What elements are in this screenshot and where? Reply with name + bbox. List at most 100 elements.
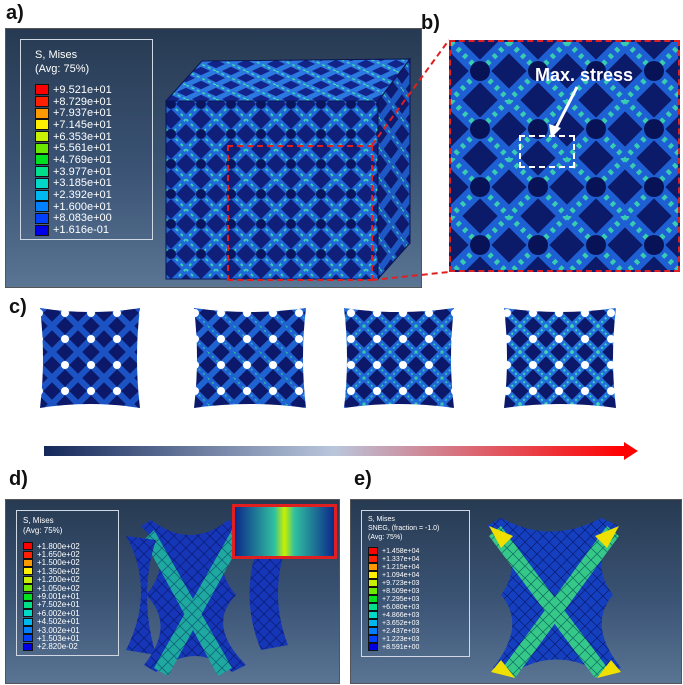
stress-legend-a: S, Mises (Avg: 75%) +9.521e+01 +8.729e+01… — [20, 39, 153, 240]
legend-entry: +6.002e+01 — [23, 608, 80, 618]
legend-swatch — [35, 154, 49, 166]
legend-value: +9.521e+01 — [53, 83, 112, 96]
legend-value: +7.502e+01 — [37, 600, 80, 610]
legend-value: +7.145e+01 — [53, 118, 112, 131]
legend-entry: +2.437e+03 — [368, 627, 419, 635]
legend-swatch — [35, 201, 49, 213]
legend-entries: +1.800e+02 +1.650e+02 +1.500e+02 +1.350e+02… — [23, 542, 80, 651]
legend-entry: +4.502e+01 — [23, 617, 80, 626]
legend-entry: +1.050e+02 — [23, 583, 80, 593]
legend-swatch — [35, 96, 49, 108]
legend-swatch — [23, 584, 33, 593]
legend-entry: +2.392e+01 — [35, 189, 112, 201]
legend-entry: +1.458e+04 — [368, 547, 419, 555]
legend-swatch — [368, 587, 378, 595]
legend-value: +1.337e+04 — [382, 555, 420, 563]
legend-swatch — [368, 619, 378, 627]
legend-value: +9.723e+03 — [382, 579, 420, 587]
legend-value: +1.458e+04 — [382, 547, 420, 555]
panel-label-b: b) — [421, 12, 440, 34]
panel-label-c: c) — [9, 296, 27, 318]
lattice-step-3 — [344, 308, 454, 408]
inset-detail-box — [232, 504, 337, 559]
legend-swatch — [35, 142, 49, 154]
legend-entry: +1.223e+03 — [368, 635, 419, 643]
legend-title: S, Mises — [368, 516, 395, 523]
legend-entries: +1.458e+04 +1.337e+04 +1.215e+04 +1.094e+04… — [368, 547, 419, 651]
legend-swatch — [35, 177, 49, 189]
legend-value: +3.652e+03 — [382, 619, 420, 627]
legend-swatch — [368, 643, 378, 651]
legend-entry: +1.337e+04 — [368, 555, 419, 563]
legend-entry: +6.353e+01 — [35, 131, 112, 143]
legend-swatch — [35, 107, 49, 119]
legend-entry: +1.650e+02 — [23, 550, 80, 559]
legend-entry: +1.200e+02 — [23, 575, 80, 584]
legend-swatch — [368, 611, 378, 619]
panel-label-e: e) — [354, 468, 372, 490]
legend-value: +2.820e-02 — [37, 642, 78, 652]
panel-c-sequence — [40, 308, 638, 460]
legend-entry: +9.521e+01 — [35, 84, 112, 96]
zoomed-lattice-model — [451, 42, 678, 270]
panel-b-zoomed-view: Max. stress — [449, 40, 680, 272]
lattice-step-1 — [40, 308, 140, 408]
legend-entry: +7.145e+01 — [35, 119, 112, 131]
legend-value: +1.050e+02 — [37, 583, 80, 593]
legend-entry: +8.509e+03 — [368, 587, 419, 595]
legend-value: +3.185e+01 — [53, 177, 112, 190]
legend-entry: +1.503e+01 — [23, 634, 80, 643]
legend-value: +1.094e+04 — [382, 571, 420, 579]
legend-swatch — [23, 550, 33, 559]
legend-entry: +9.001e+01 — [23, 592, 80, 601]
unit-cell-model-e — [487, 518, 621, 678]
legend-swatch — [23, 592, 33, 601]
legend-entry: +5.561e+01 — [35, 142, 112, 154]
panel-e-viewport: S, Mises SNEG, (fraction = -1.0) (Avg: 7… — [350, 499, 682, 684]
legend-title: S, Mises — [23, 516, 54, 525]
legend-subtitle: (Avg: 75%) — [35, 63, 90, 75]
panel-a-viewport: S, Mises (Avg: 75%) +9.521e+01 +8.729e+01… — [5, 28, 422, 288]
legend-entry: +1.094e+04 — [368, 571, 419, 579]
panel-d-viewport: S, Mises (Avg: 75%) +1.800e+02 +1.650e+02… — [5, 499, 340, 684]
legend-value: +7.937e+01 — [53, 107, 112, 120]
legend-entry: +3.652e+03 — [368, 619, 419, 627]
legend-value: +8.591e+00 — [382, 643, 420, 651]
legend-value: +2.392e+01 — [53, 189, 112, 202]
legend-value: +1.800e+02 — [37, 541, 80, 551]
legend-entry: +4.769e+01 — [35, 154, 112, 166]
legend-swatch — [35, 84, 49, 96]
legend-swatch — [23, 642, 33, 651]
legend-swatch — [35, 189, 49, 201]
legend-value: +1.350e+02 — [37, 566, 80, 576]
legend-entry: +1.500e+02 — [23, 558, 80, 567]
legend-value: +1.223e+03 — [382, 635, 420, 643]
stress-legend-d: S, Mises (Avg: 75%) +1.800e+02 +1.650e+02… — [16, 510, 119, 656]
legend-swatch — [23, 609, 33, 618]
progression-arrow-shaft — [44, 446, 624, 456]
zoom-region-box — [227, 145, 373, 281]
unit-cell-model-d — [126, 520, 288, 676]
legend-swatch — [35, 224, 49, 236]
lattice-cube-model — [164, 57, 412, 281]
legend-value: +6.002e+01 — [37, 608, 80, 618]
legend-value: +6.353e+01 — [53, 130, 112, 143]
legend-swatch — [35, 166, 49, 178]
legend-swatch — [368, 635, 378, 643]
legend-entries: +9.521e+01 +8.729e+01 +7.937e+01 +7.145e+01… — [35, 84, 112, 236]
legend-entry: +3.977e+01 — [35, 166, 112, 178]
legend-swatch — [368, 571, 378, 579]
legend-entry: +7.295e+03 — [368, 595, 419, 603]
max-stress-box — [519, 135, 575, 168]
legend-swatch — [368, 579, 378, 587]
legend-entry: +1.600e+01 — [35, 201, 112, 213]
legend-entry: +2.820e-02 — [23, 642, 80, 652]
legend-value: +6.080e+03 — [382, 603, 420, 611]
legend-value: +1.503e+01 — [37, 634, 80, 643]
legend-entry: +8.591e+00 — [368, 643, 419, 651]
legend-subtitle: SNEG, (fraction = -1.0) — [368, 525, 440, 532]
legend-subtitle-avg: (Avg: 75%) — [368, 534, 403, 541]
legend-swatch — [23, 626, 33, 635]
legend-value: +8.083e+00 — [53, 212, 112, 225]
legend-value: +1.215e+04 — [382, 563, 420, 571]
